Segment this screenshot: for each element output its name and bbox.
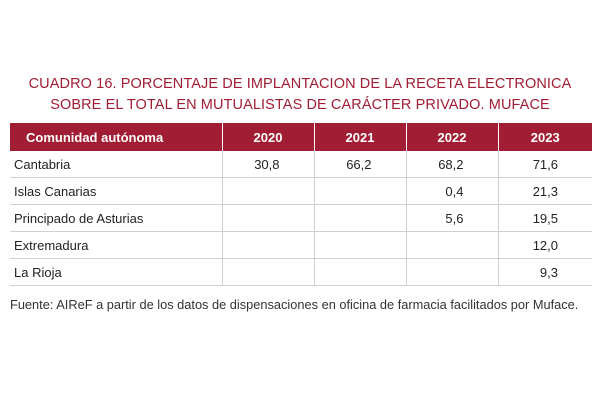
value-cell-2020 xyxy=(221,231,314,259)
value-cell-2023: 9,3 xyxy=(497,258,592,286)
value-cell-2022 xyxy=(405,258,498,286)
column-header-region: Comunidad autónoma xyxy=(10,123,222,151)
table-title-line-2: SOBRE EL TOTAL EN MUTUALISTAS DE CARÁCTE… xyxy=(50,97,550,113)
source-note: Fuente: AIReF a partir de los datos de d… xyxy=(10,297,579,312)
table-row: Principado de Asturias 5,6 19,5 xyxy=(10,204,592,232)
value-cell-2021 xyxy=(313,231,406,259)
table-row: Extremadura 12,0 xyxy=(10,231,592,259)
column-header-2020: 2020 xyxy=(221,123,314,151)
table-row: Cantabria 30,8 66,2 68,2 71,6 xyxy=(10,151,592,178)
value-cell-2020 xyxy=(221,177,314,205)
data-table: Comunidad autónoma 2020 2021 2022 2023 C… xyxy=(10,123,592,286)
table-title-line-1: CUADRO 16. PORCENTAJE DE IMPLANTACION DE… xyxy=(28,76,572,92)
value-cell-2022: 5,6 xyxy=(405,204,498,232)
table-row: La Rioja 9,3 xyxy=(10,258,592,286)
region-cell: La Rioja xyxy=(10,258,222,286)
value-cell-2021: 66,2 xyxy=(313,151,406,178)
value-cell-2021 xyxy=(313,204,406,232)
value-cell-2020 xyxy=(221,258,314,286)
value-cell-2023: 12,0 xyxy=(497,231,592,259)
table-header-row: Comunidad autónoma 2020 2021 2022 2023 xyxy=(10,123,592,151)
value-cell-2022: 0,4 xyxy=(405,177,498,205)
column-header-2022: 2022 xyxy=(405,123,498,151)
value-cell-2023: 19,5 xyxy=(497,204,592,232)
value-cell-2023: 71,6 xyxy=(497,151,592,178)
value-cell-2020 xyxy=(221,204,314,232)
table-title: CUADRO 16. PORCENTAJE DE IMPLANTACION DE… xyxy=(0,74,600,116)
region-cell: Cantabria xyxy=(10,151,222,178)
value-cell-2020: 30,8 xyxy=(221,151,314,178)
table-row: Islas Canarias 0,4 21,3 xyxy=(10,177,592,205)
region-cell: Extremadura xyxy=(10,231,222,259)
value-cell-2022: 68,2 xyxy=(405,151,498,178)
region-cell: Principado de Asturias xyxy=(10,204,222,232)
column-header-2023: 2023 xyxy=(497,123,592,151)
value-cell-2021 xyxy=(313,177,406,205)
value-cell-2022 xyxy=(405,231,498,259)
column-header-2021: 2021 xyxy=(313,123,406,151)
value-cell-2023: 21,3 xyxy=(497,177,592,205)
value-cell-2021 xyxy=(313,258,406,286)
region-cell: Islas Canarias xyxy=(10,177,222,205)
